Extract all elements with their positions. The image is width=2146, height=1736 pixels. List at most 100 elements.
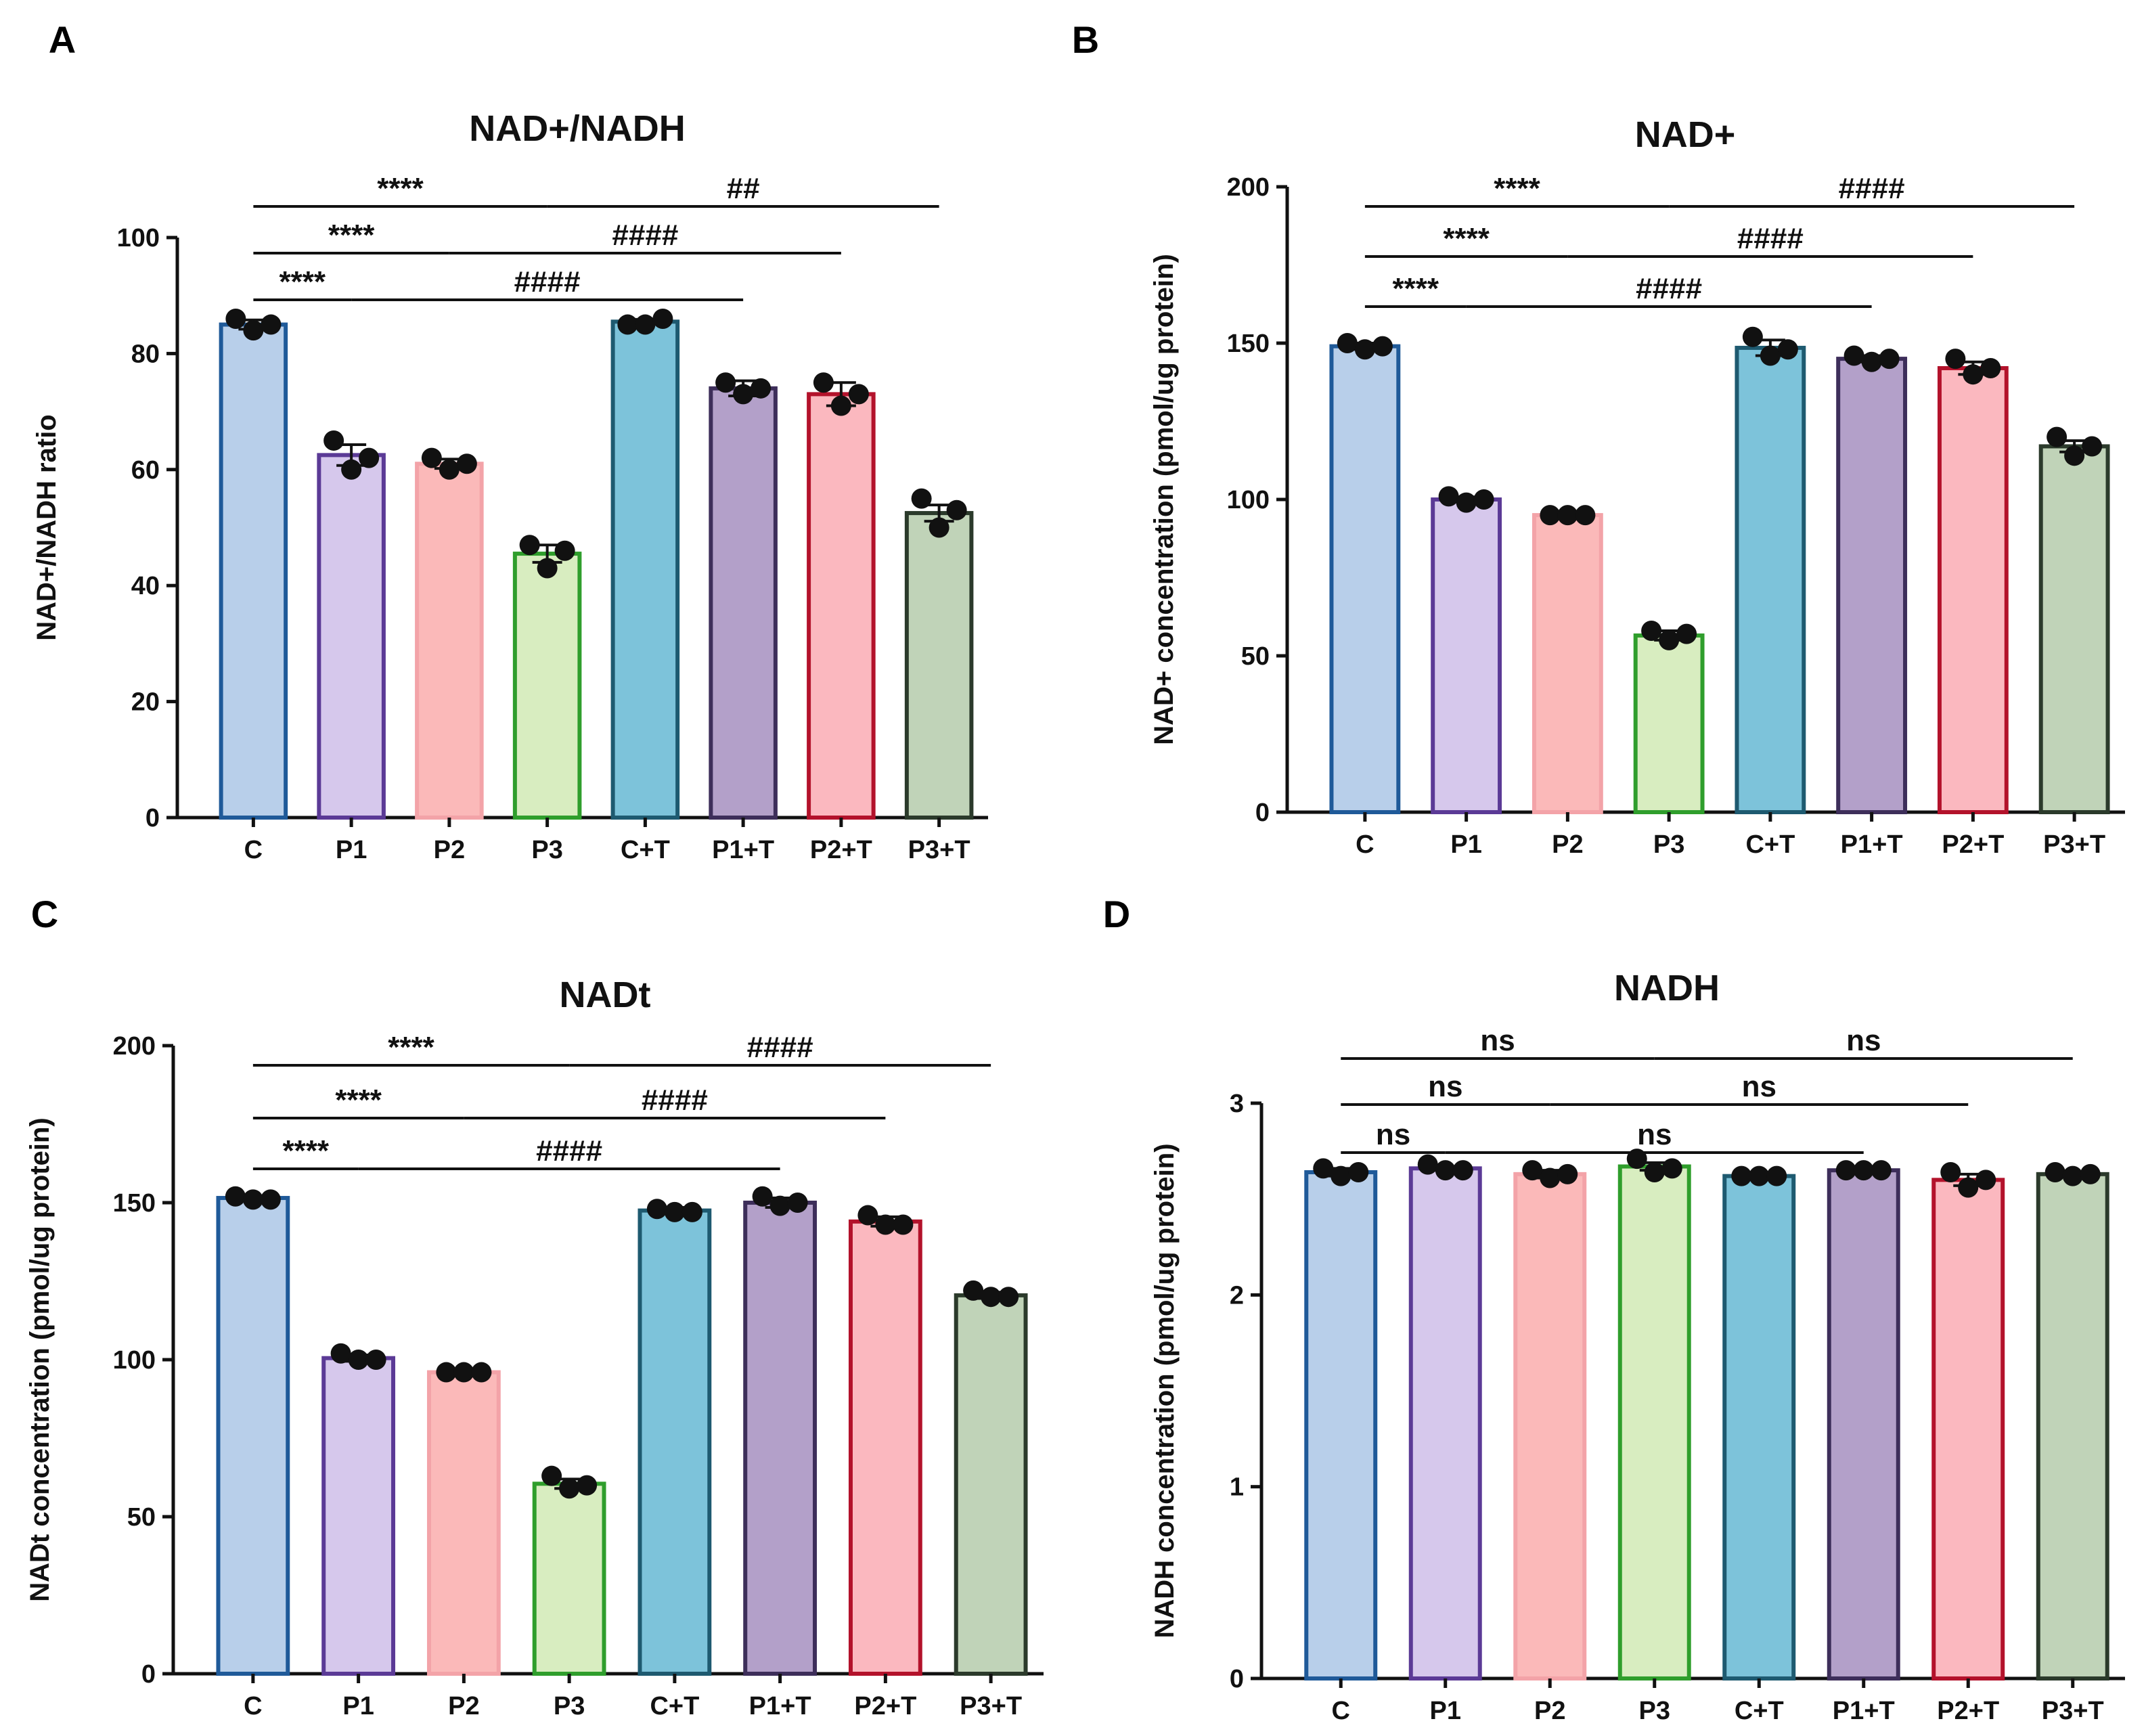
data-point-a-7-1 [929,517,949,538]
y-axis-label-b: NAD+ concentration (pmol/ug protein) [1149,254,1179,745]
y-tick-label-b-1: 50 [1241,642,1270,671]
data-point-a-4-0 [617,314,638,335]
y-tick-label-a-0: 0 [146,804,160,832]
comparison-label-c-2: **** [335,1084,382,1117]
x-tick-label-d-3: P3 [1639,1697,1670,1725]
x-tick-label-d-2: P2 [1534,1697,1565,1725]
comparison-label-d-0: ns [1480,1024,1515,1057]
bar-c-0 [216,1196,290,1676]
x-tick-label-b-0: C [1356,830,1374,859]
comparison-label-a-4: **** [280,265,326,298]
data-point-b-3-1 [1659,629,1680,650]
panel-letter-c: C [31,893,58,935]
x-tick-label-a-6: P2+T [810,836,872,864]
comparison-label-c-1: #### [747,1031,813,1064]
data-point-d-6-1 [1958,1177,1979,1198]
data-point-c-6-1 [875,1214,896,1235]
x-tick-label-c-3: P3 [554,1692,585,1720]
data-point-c-0-2 [260,1189,281,1210]
y-tick-label-d-0: 0 [1230,1665,1244,1693]
bar-a-4 [610,319,680,820]
x-tick-label-d-1: P1 [1430,1697,1461,1725]
data-point-b-3-0 [1641,621,1662,642]
data-point-c-5-1 [769,1195,790,1216]
data-point-b-2-0 [1540,505,1561,526]
data-point-c-6-2 [893,1214,914,1235]
panel-d: NADH NADH concentration (pmol/ug protein)… [1150,968,2125,1725]
bar-c-5 [743,1201,818,1676]
data-point-c-3-1 [559,1478,580,1499]
data-point-d-5-0 [1835,1160,1856,1181]
data-point-b-4-2 [1777,339,1798,360]
data-point-b-6-1 [1963,364,1984,385]
comparison-label-d-1: ns [1846,1024,1881,1057]
y-tick-label-a-5: 100 [117,224,160,252]
y-tick-label-a-1: 20 [131,688,160,717]
comparison-label-d-2: ns [1428,1070,1462,1103]
data-point-a-6-2 [848,384,869,405]
data-point-d-4-0 [1731,1165,1752,1186]
y-tick-label-a-3: 60 [131,456,160,485]
bar-a-3 [512,552,582,820]
y-tick-label-d-3: 3 [1230,1090,1244,1118]
y-tick-label-c-1: 50 [127,1503,156,1532]
data-point-b-2-1 [1557,505,1578,526]
data-point-b-0-1 [1354,339,1375,360]
data-point-c-2-1 [453,1362,474,1383]
comparison-label-c-0: **** [388,1031,434,1064]
data-point-a-3-0 [519,535,540,556]
y-tick-label-c-0: 0 [141,1660,156,1689]
comparison-label-a-1: ## [727,172,760,205]
data-point-a-4-2 [652,308,673,329]
chart-title-c: NADt [560,975,651,1015]
x-tick-label-c-6: P2+T [854,1692,916,1720]
y-tick-label-b-3: 150 [1227,330,1270,358]
data-point-d-0-2 [1348,1162,1369,1182]
data-point-d-3-1 [1644,1162,1665,1182]
comparison-label-d-4: ns [1376,1118,1410,1151]
data-point-b-7-1 [2064,445,2085,466]
data-point-a-0-0 [225,308,246,329]
data-point-d-2-2 [1557,1163,1578,1184]
data-point-a-2-2 [456,453,477,474]
x-tick-label-c-1: P1 [342,1692,374,1720]
bar-a-1 [317,453,386,820]
data-point-d-3-2 [1661,1158,1682,1179]
bar-b-1 [1431,497,1502,814]
data-point-d-4-2 [1766,1165,1787,1186]
x-tick-label-b-3: P3 [1653,830,1684,859]
chart-title-b: NAD+ [1635,114,1736,155]
data-point-a-7-0 [911,488,932,509]
data-point-d-1-0 [1417,1154,1438,1175]
comparison-label-b-0: **** [1494,172,1540,205]
data-point-a-7-2 [946,499,967,520]
comparison-label-b-1: #### [1839,172,1905,205]
data-point-d-5-2 [1871,1160,1892,1181]
bar-a-5 [709,386,778,820]
data-point-b-0-2 [1372,336,1393,357]
data-point-b-5-0 [1843,345,1864,366]
data-point-c-4-2 [681,1201,702,1222]
x-tick-label-c-0: C [244,1692,262,1720]
data-point-b-3-2 [1676,623,1697,644]
data-point-b-4-0 [1742,326,1763,347]
x-tick-label-c-5: P1+T [749,1692,811,1720]
x-tick-label-a-1: P1 [336,836,367,864]
data-point-b-7-2 [2082,436,2103,457]
comparison-label-d-5: ns [1637,1118,1672,1151]
bar-b-2 [1532,513,1603,814]
data-point-d-0-1 [1331,1165,1351,1186]
bar-c-4 [638,1208,712,1676]
bar-c-1 [321,1356,396,1676]
data-point-d-0-0 [1313,1158,1334,1179]
data-point-d-1-1 [1435,1160,1456,1181]
bar-d-4 [1722,1174,1796,1681]
data-point-b-2-2 [1575,505,1596,526]
bar-b-4 [1735,345,1806,814]
comparison-label-a-5: #### [514,265,581,298]
data-point-a-3-2 [554,540,575,561]
x-tick-label-a-3: P3 [531,836,562,864]
bar-b-3 [1633,633,1705,814]
